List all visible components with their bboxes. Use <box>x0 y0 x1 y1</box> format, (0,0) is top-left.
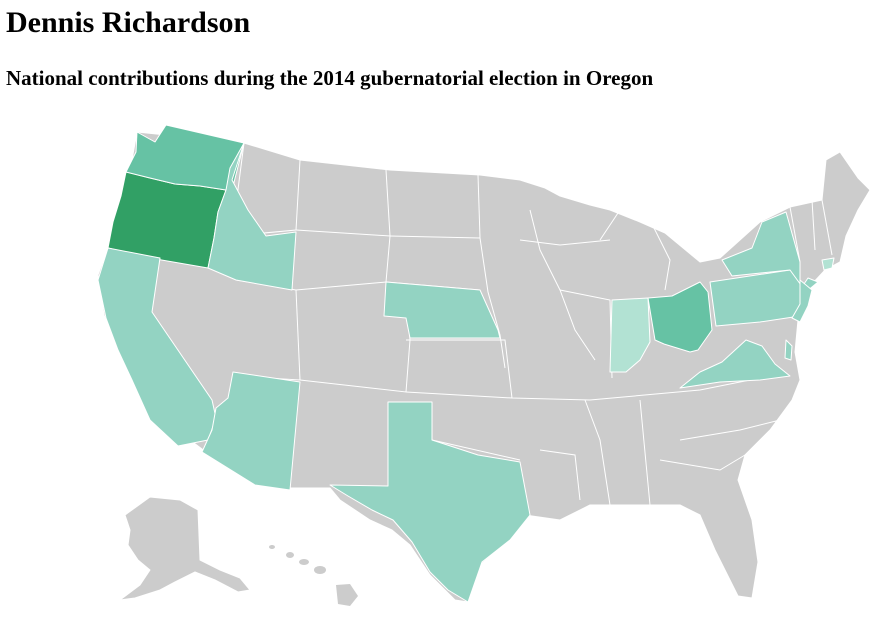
state-indiana[interactable] <box>609 297 651 373</box>
state-new-jersey[interactable] <box>791 279 813 323</box>
state-texas[interactable] <box>329 401 531 603</box>
state-virginia[interactable] <box>679 339 791 389</box>
state-connecticut[interactable] <box>821 257 835 271</box>
state-nebraska[interactable] <box>383 281 501 339</box>
page-subtitle: National contributions during the 2014 g… <box>6 66 654 90</box>
state-delaware[interactable] <box>784 339 793 361</box>
alaska-shape <box>119 496 251 601</box>
state-idaho[interactable] <box>207 142 297 291</box>
state-boundaries <box>231 142 833 506</box>
state-ohio[interactable] <box>647 281 713 353</box>
state-california[interactable] <box>97 247 217 447</box>
us-choropleth-map <box>97 124 871 606</box>
state-arizona[interactable] <box>201 371 301 491</box>
hawaii-shape <box>269 545 358 606</box>
page-title: Dennis Richardson <box>6 6 251 39</box>
